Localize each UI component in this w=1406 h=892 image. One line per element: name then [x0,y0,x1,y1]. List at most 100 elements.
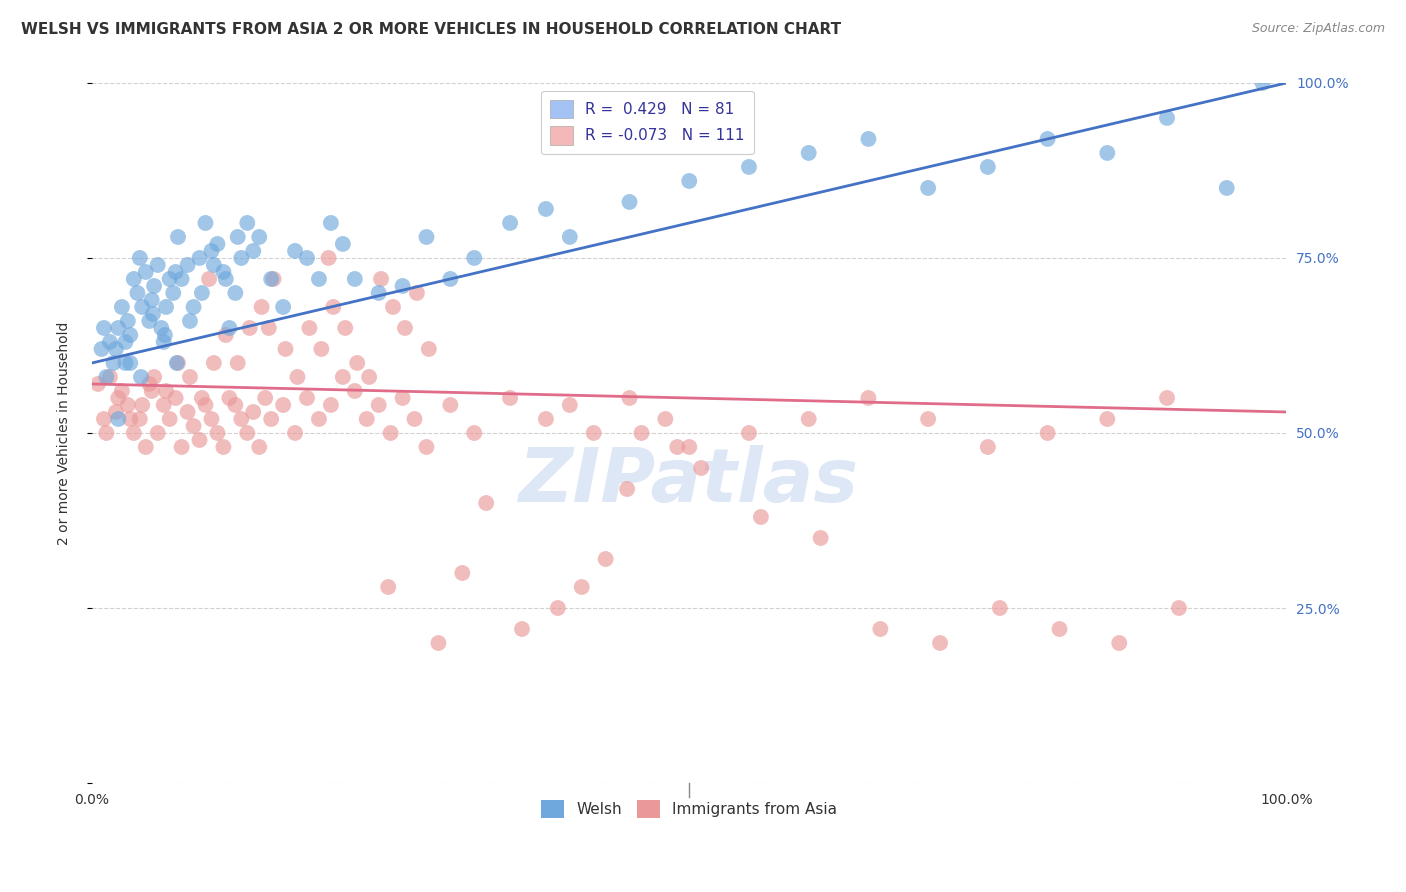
Point [1156,391,1178,405]
Point [475,496,498,510]
Point [167,230,190,244]
Point [499,216,522,230]
Point [630,425,652,440]
Point [107,391,129,405]
Point [218,391,240,405]
Point [131,300,153,314]
Point [382,300,405,314]
Point [810,531,832,545]
Point [391,279,413,293]
Point [141,293,163,307]
Point [170,440,193,454]
Point [120,356,142,370]
Point [678,440,700,454]
Point [929,636,952,650]
Point [1036,132,1059,146]
Point [226,356,249,370]
Point [359,370,381,384]
Point [749,510,772,524]
Point [176,405,198,419]
Point [194,398,217,412]
Point [346,356,368,370]
Point [207,237,229,252]
Point [534,412,557,426]
Point [582,425,605,440]
Point [166,356,188,370]
Point [463,251,485,265]
Point [247,230,270,244]
Point [616,482,638,496]
Point [120,412,142,426]
Point [260,272,283,286]
Text: WELSH VS IMMIGRANTS FROM ASIA 2 OR MORE VEHICLES IN HOUSEHOLD CORRELATION CHART: WELSH VS IMMIGRANTS FROM ASIA 2 OR MORE … [21,22,841,37]
Point [212,265,235,279]
Point [191,285,214,300]
Point [1168,601,1191,615]
Point [135,440,157,454]
Point [143,279,166,293]
Point [308,412,330,426]
Point [242,405,264,419]
Point [619,194,641,209]
Point [117,314,139,328]
Point [418,342,440,356]
Text: Source: ZipAtlas.com: Source: ZipAtlas.com [1251,22,1385,36]
Point [159,272,181,286]
Point [188,251,211,265]
Point [558,398,581,412]
Point [122,425,145,440]
Point [127,285,149,300]
Point [183,419,205,434]
Point [153,328,176,343]
Point [202,356,225,370]
Point [239,321,262,335]
Point [167,356,190,370]
Point [150,321,173,335]
Point [284,244,307,258]
Point [96,425,118,440]
Point [367,398,389,412]
Point [858,132,880,146]
Point [595,552,617,566]
Point [165,391,187,405]
Point [404,412,426,426]
Point [146,258,169,272]
Point [179,314,201,328]
Point [129,370,152,384]
Point [319,216,342,230]
Point [87,376,110,391]
Point [260,412,283,426]
Point [236,425,259,440]
Point [207,425,229,440]
Point [103,356,125,370]
Point [142,307,165,321]
Point [107,412,129,426]
Point [183,300,205,314]
Point [138,376,160,391]
Point [666,440,689,454]
Point [1216,181,1239,195]
Point [152,398,174,412]
Point [143,370,166,384]
Point [131,398,153,412]
Point [318,251,340,265]
Point [128,251,150,265]
Point [155,384,177,398]
Point [242,244,264,258]
Point [231,251,253,265]
Point [547,601,569,615]
Point [690,461,713,475]
Point [146,425,169,440]
Point [194,216,217,230]
Point [104,405,127,419]
Point [212,440,235,454]
Text: ZIPatlas: ZIPatlas [519,445,859,518]
Point [226,230,249,244]
Point [295,251,318,265]
Point [797,145,820,160]
Point [111,384,134,398]
Point [284,425,307,440]
Point [1108,636,1130,650]
Point [135,265,157,279]
Point [215,328,238,343]
